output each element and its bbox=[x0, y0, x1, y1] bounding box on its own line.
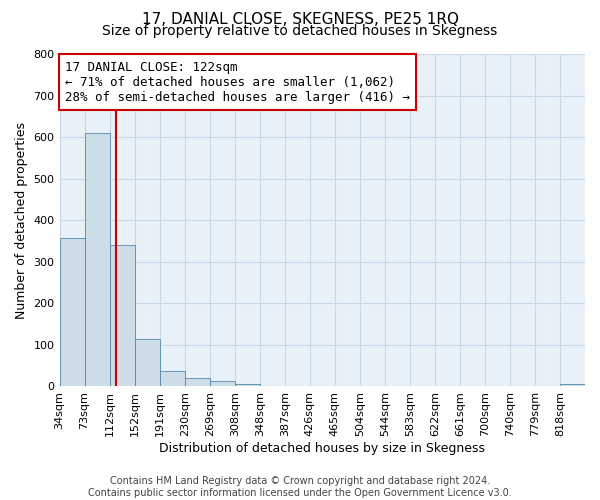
Bar bbox=[59, 238, 85, 386]
Bar bbox=[235, 384, 260, 386]
Bar bbox=[209, 380, 235, 386]
Text: Contains HM Land Registry data © Crown copyright and database right 2024.
Contai: Contains HM Land Registry data © Crown c… bbox=[88, 476, 512, 498]
Bar bbox=[134, 340, 160, 386]
Text: Size of property relative to detached houses in Skegness: Size of property relative to detached ho… bbox=[103, 24, 497, 38]
Text: 17 DANIAL CLOSE: 122sqm
← 71% of detached houses are smaller (1,062)
28% of semi: 17 DANIAL CLOSE: 122sqm ← 71% of detache… bbox=[65, 60, 410, 104]
Text: 17, DANIAL CLOSE, SKEGNESS, PE25 1RQ: 17, DANIAL CLOSE, SKEGNESS, PE25 1RQ bbox=[142, 12, 458, 28]
Bar bbox=[560, 384, 585, 386]
Bar bbox=[185, 378, 209, 386]
Bar bbox=[85, 133, 110, 386]
Y-axis label: Number of detached properties: Number of detached properties bbox=[15, 122, 28, 318]
Bar bbox=[160, 370, 185, 386]
X-axis label: Distribution of detached houses by size in Skegness: Distribution of detached houses by size … bbox=[159, 442, 485, 455]
Bar bbox=[110, 245, 134, 386]
